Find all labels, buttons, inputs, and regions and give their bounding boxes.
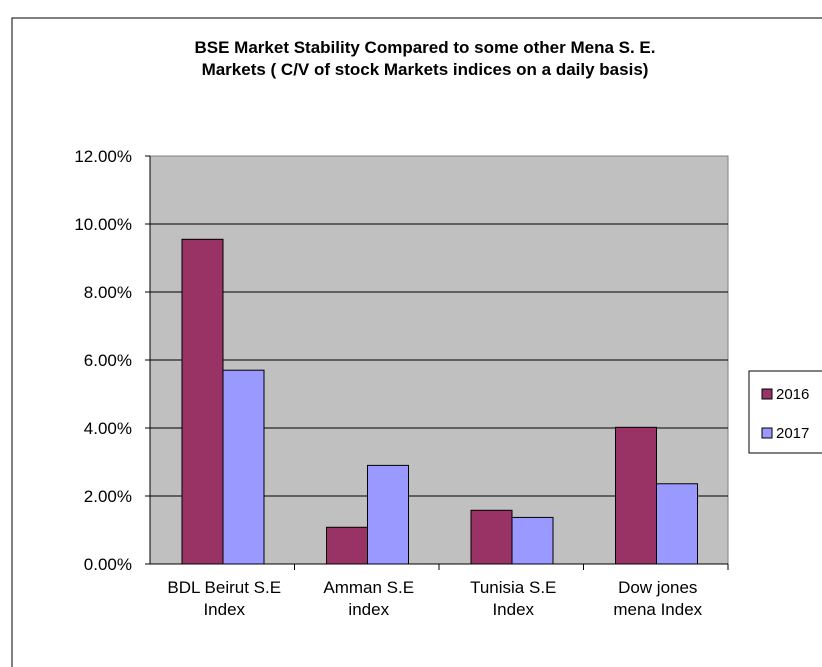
chart-title-line-1: BSE Market Stability Compared to some ot… xyxy=(195,38,656,57)
bar-2017 xyxy=(367,464,409,565)
y-tick-label: 4.00% xyxy=(84,419,132,438)
x-category-label: Dow jones xyxy=(618,578,697,597)
y-tick-label: 8.00% xyxy=(84,283,132,302)
y-tick-label: 0.00% xyxy=(84,555,132,574)
bar-2017 xyxy=(222,369,265,565)
bar-2016 xyxy=(181,238,224,565)
legend-label-2017: 2017 xyxy=(776,425,809,442)
legend-swatch-2017 xyxy=(761,427,773,439)
bar-2017 xyxy=(656,483,698,565)
y-tick-label: 12.00% xyxy=(74,147,132,166)
x-axis-categories: BDL Beirut S.E Index Amman S.E index Tunisia… xyxy=(167,564,729,619)
x-category-label: Amman S.E xyxy=(323,578,414,597)
y-tick-label: 6.00% xyxy=(84,351,132,370)
legend-label-2016: 2016 xyxy=(776,386,809,403)
bar-2017 xyxy=(511,516,554,565)
x-category-label: Index xyxy=(492,600,534,619)
bar-2016 xyxy=(326,526,368,565)
x-category-label: index xyxy=(348,600,389,619)
x-category-label: Tunisia S.E xyxy=(470,578,556,597)
y-tick-label: 10.00% xyxy=(74,215,132,234)
y-axis-ticks: 0.00% 2.00% 4.00% 6.00% 8.00% 10.00% 12.00% xyxy=(74,147,150,574)
bars xyxy=(181,238,698,565)
bar-2016 xyxy=(615,426,657,565)
x-category-label: mena Index xyxy=(613,600,702,619)
legend-swatch-2016 xyxy=(761,388,773,400)
x-category-label: Index xyxy=(203,600,245,619)
legend: 2016 2017 xyxy=(748,370,822,454)
legend-box xyxy=(748,370,822,454)
x-category-label: BDL Beirut S.E xyxy=(167,578,281,597)
chart-title-line-2: Markets ( C/V of stock Markets indices o… xyxy=(202,60,649,79)
y-tick-label: 2.00% xyxy=(84,487,132,506)
bar-2016 xyxy=(470,509,513,565)
